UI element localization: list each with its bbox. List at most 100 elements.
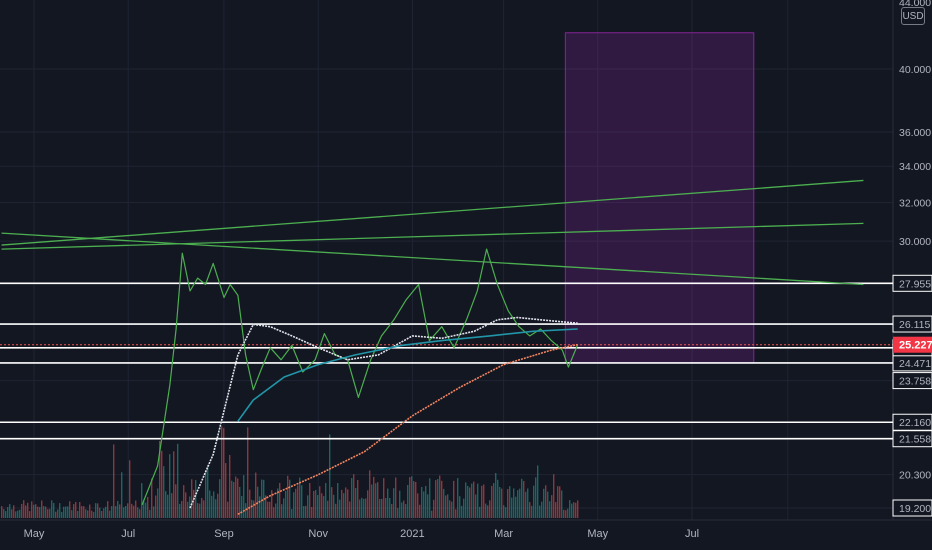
volume-bar (147, 496, 149, 518)
volume-bar (379, 499, 381, 518)
volume-bar (7, 507, 9, 518)
volume-bar (475, 494, 477, 518)
volume-bar (85, 509, 87, 518)
volume-bar (479, 506, 481, 518)
volume-bar (149, 509, 151, 518)
volume-bar (191, 479, 193, 518)
volume-bar (159, 440, 161, 518)
volume-bar (529, 502, 531, 518)
volume-bar (485, 503, 487, 518)
volume-bar (249, 489, 251, 518)
volume-bar (261, 479, 263, 518)
volume-bar (171, 493, 173, 518)
volume-bar (59, 503, 61, 518)
volume-bar (185, 492, 187, 518)
volume-bar (289, 479, 291, 518)
volume-bar (287, 475, 289, 518)
volume-bar (109, 510, 111, 518)
volume-bar (469, 487, 471, 518)
volume-bar (447, 494, 449, 518)
volume-bar (169, 454, 171, 518)
volume-bar (375, 483, 377, 518)
volume-bar (63, 506, 65, 518)
volume-bar (9, 504, 11, 518)
volume-bar (511, 497, 513, 518)
volume-bar (303, 506, 305, 518)
volume-bar (199, 503, 201, 518)
volume-bar (335, 503, 337, 518)
volume-bar (251, 499, 253, 518)
volume-bar (471, 483, 473, 518)
volume-bar (17, 510, 19, 518)
volume-bar (517, 490, 519, 518)
volume-bar (33, 504, 35, 518)
volume-bar (127, 503, 129, 518)
volume-bar (219, 479, 221, 518)
currency-badge[interactable]: USD (901, 7, 925, 25)
volume-bar (457, 478, 459, 518)
volume-bar (337, 483, 339, 518)
volume-bar (333, 494, 335, 518)
volume-bar (415, 481, 417, 518)
volume-bar (119, 504, 121, 518)
volume-bar (527, 488, 529, 518)
volume-bar (125, 505, 127, 518)
volume-bar (321, 493, 323, 518)
volume-bar (155, 495, 157, 518)
volume-bar (359, 499, 361, 518)
volume-bar (353, 474, 355, 518)
trendline (1, 232, 864, 286)
volume-bar (561, 490, 563, 518)
volume-bar (317, 495, 319, 518)
volume-bar (201, 498, 203, 518)
volume-bar (11, 509, 13, 518)
volume-bar (323, 495, 325, 518)
volume-bar (497, 479, 499, 518)
volume-bar (533, 485, 535, 518)
volume-bar (567, 508, 569, 518)
volume-bar (259, 496, 261, 518)
volume-bar (501, 488, 503, 518)
volume-bar (525, 491, 527, 518)
volume-bar (489, 500, 491, 518)
volume-bar (319, 486, 321, 518)
volume-bar (245, 503, 247, 518)
volume-bar (137, 507, 139, 518)
price-level-label-box (892, 372, 932, 390)
volume-bar (175, 484, 177, 518)
volume-bar (361, 497, 363, 518)
volume-bar (539, 505, 541, 518)
x-tick-label: May (24, 528, 45, 540)
volume-bar (95, 503, 97, 518)
volume-bar (173, 451, 175, 518)
volume-bar (299, 477, 301, 518)
y-tick-label: 36.000 (899, 127, 931, 139)
volume-bar (495, 473, 497, 518)
volume-bar (465, 482, 467, 518)
volume-bar (397, 508, 399, 518)
volume-bar (75, 502, 77, 518)
volume-bar (293, 492, 295, 518)
volume-bar (383, 478, 385, 518)
volume-bar (67, 506, 69, 518)
volume-bar (21, 503, 23, 518)
volume-bar (357, 479, 359, 518)
volume-bar (197, 503, 199, 518)
volume-bar (573, 502, 575, 518)
volume-bar (453, 480, 455, 518)
volume-bar (441, 480, 443, 518)
volume-bar (547, 491, 549, 518)
volume-bar (395, 477, 397, 518)
volume-bar (487, 505, 489, 518)
volume-bar (111, 506, 113, 518)
volume-bar (157, 488, 159, 518)
volume-bar (151, 478, 153, 518)
volume-bar (5, 511, 7, 518)
volume-bar (477, 483, 479, 518)
volume-bar (19, 509, 21, 518)
volume-bar (209, 490, 211, 518)
volume-bar (163, 466, 165, 518)
volume-bar (31, 501, 33, 518)
moving-average-fast-line (189, 316, 578, 509)
